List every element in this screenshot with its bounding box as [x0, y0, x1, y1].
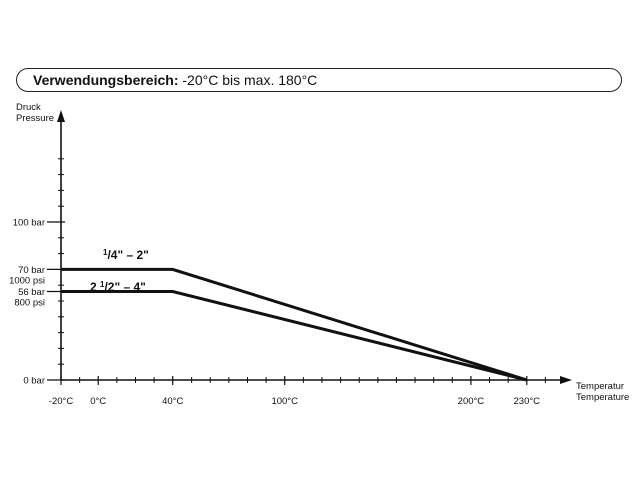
- series-label-part: 2: [90, 280, 100, 294]
- series-line: [61, 290, 528, 382]
- y-tick-label: 100 bar: [13, 218, 45, 229]
- y-axis-title-line: Druck: [16, 102, 41, 113]
- x-axis-title-line: Temperature: [576, 392, 629, 403]
- y-tick-label: 1000 psi: [9, 275, 45, 286]
- x-tick-label: 0°C: [90, 396, 106, 407]
- title-rest: -20°C bis max. 180°C: [178, 72, 318, 88]
- title-box: Verwendungsbereich: -20°C bis max. 180°C: [16, 68, 622, 92]
- x-tick-label: 40°C: [162, 396, 183, 407]
- tick-labels: -20°C 0°C 40°C 100°C 200°C 230°C 0 bar 56 bar80…: [9, 218, 540, 408]
- x-axis-arrow: [560, 376, 572, 384]
- x-tick-label: -20°C: [49, 396, 74, 407]
- x-tick-label: 200°C: [458, 396, 485, 407]
- y-tick-label: 0 bar: [23, 376, 45, 387]
- series-label-part: /4" – 2": [107, 248, 148, 262]
- chart-title: Verwendungsbereich: -20°C bis max. 180°C: [33, 72, 317, 88]
- y-axis-title-line: Pressure: [16, 113, 54, 124]
- y-axis-arrow: [57, 110, 65, 122]
- series-label: 2 1/2" – 4": [90, 280, 146, 294]
- x-tick-label: 100°C: [271, 396, 298, 407]
- y-tick-label: 70 bar: [18, 265, 45, 276]
- y-tick-label: 56 bar: [18, 287, 45, 298]
- tick-marks: [47, 158, 546, 385]
- series-labels: 1/4" – 2" 2 1/2" – 4": [90, 248, 149, 294]
- x-tick-label: 230°C: [514, 396, 541, 407]
- series-line: [61, 267, 528, 382]
- series-label: 1/4" – 2": [103, 248, 149, 262]
- series-label-superscript: 1: [100, 280, 105, 289]
- series-label-part: /2" – 4": [104, 280, 145, 294]
- series-lines: [61, 267, 528, 382]
- title-bold: Verwendungsbereich:: [33, 72, 179, 88]
- series-label-superscript: 1: [103, 248, 108, 257]
- x-axis-title-line: Temperatur: [576, 381, 624, 392]
- axes: [57, 110, 572, 384]
- y-tick-label: 800 psi: [14, 298, 45, 309]
